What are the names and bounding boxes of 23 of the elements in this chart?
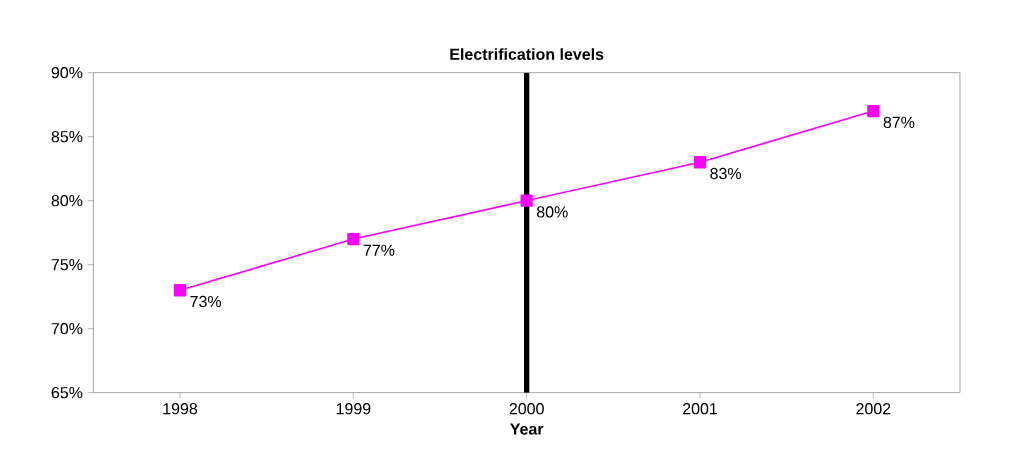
- data-label: 87%: [883, 116, 915, 128]
- chart-title: Electrification levels: [450, 48, 604, 60]
- y-tick-label: 85%: [51, 131, 83, 143]
- y-tick-label: 65%: [51, 386, 83, 399]
- y-tick-label: 80%: [51, 195, 83, 207]
- data-label: 77%: [363, 244, 395, 256]
- data-label: 73%: [190, 295, 222, 308]
- y-tick-label: 75%: [51, 259, 83, 271]
- point: [173, 284, 187, 297]
- point: [867, 104, 880, 118]
- data-label: 80%: [536, 206, 568, 218]
- x-axis-title: Year: [510, 423, 544, 435]
- y-tick-label: 90%: [51, 67, 83, 79]
- x-tick-label: 2001: [682, 403, 717, 415]
- point: [520, 194, 533, 207]
- x-tick-label: 1998: [163, 403, 198, 415]
- point: [347, 232, 360, 246]
- x-tick-label: 2002: [856, 403, 891, 415]
- y-tick-label: 70%: [51, 323, 83, 335]
- x-tick-label: 1999: [336, 403, 371, 415]
- point: [693, 156, 707, 169]
- data-label: 83%: [710, 167, 742, 180]
- x-tick-label: 2000: [509, 403, 544, 415]
